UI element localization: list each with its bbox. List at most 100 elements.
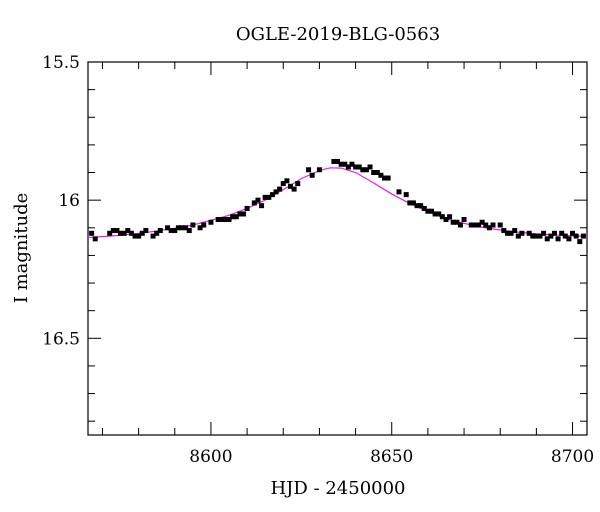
data-point [230,214,236,220]
x-tick-label: 8700 [551,447,594,467]
data-point [107,230,113,236]
data-point [277,186,283,192]
data-point [530,233,536,239]
data-point [501,228,507,234]
y-tick-label: 16 [58,191,80,211]
data-point [403,192,409,198]
data-point [125,228,131,234]
data-point [190,222,196,228]
data-point [570,230,576,236]
data-point [121,230,127,236]
data-point [143,228,149,234]
data-point [472,222,478,228]
data-point [410,200,416,206]
data-point [295,181,301,187]
data-point [175,225,181,231]
data-point [396,189,402,195]
data-point [360,167,366,173]
y-axis-label: I magnitude [11,193,32,304]
data-point [439,214,445,220]
data-point [385,175,391,181]
y-tick-label: 16.5 [42,329,80,349]
data-point [233,214,239,220]
data-point [306,167,312,173]
data-point [562,233,568,239]
data-point [367,164,373,170]
data-point [208,219,214,225]
data-point [168,228,174,234]
data-point [316,167,322,173]
data-point [429,208,435,214]
data-point [519,230,525,236]
data-point [425,208,431,214]
data-point [266,194,272,200]
data-point [335,158,340,164]
data-point [461,216,467,222]
data-point [533,233,539,239]
data-point [150,233,156,239]
data-point [244,205,250,211]
data-point [309,172,315,178]
chart-title: OGLE-2019-BLG-0563 [236,24,440,45]
data-point [114,228,120,234]
data-point [432,211,438,217]
data-point [132,233,138,239]
data-point [541,230,547,236]
data-point [454,219,460,225]
data-point [551,230,557,236]
data-point [436,211,442,217]
data-point [128,230,134,236]
data-point [378,172,384,178]
data-point [201,222,207,228]
data-point [262,194,268,200]
data-point [447,214,453,220]
data-point [457,222,463,228]
data-point [255,197,261,203]
data-point [197,225,203,231]
data-point [504,230,510,236]
x-tick-label: 8650 [370,447,413,467]
data-point [382,175,388,181]
data-point [89,230,95,236]
data-point [157,228,163,234]
data-point [342,161,348,167]
data-point [92,236,98,242]
data-point [497,222,503,228]
minor-ticks [88,62,587,435]
data-point [537,233,543,239]
data-point [154,230,160,236]
data-point [559,230,565,236]
data-point [479,219,485,225]
data-point [486,225,492,231]
data-point [226,216,232,222]
data-point [450,219,456,225]
data-point [490,222,496,228]
data-point [259,203,265,209]
data-point [468,222,474,228]
data-point [240,211,246,217]
data-point [338,161,344,167]
data-point [345,164,351,170]
plot-frame [87,61,588,436]
data-point [237,211,243,217]
data-point [548,233,554,239]
x-tick-label: 8600 [189,447,232,467]
data-point [219,216,225,222]
model-curve [87,167,588,239]
data-point [363,167,369,173]
data-point [371,170,377,176]
data-point [353,164,359,170]
data-point [407,200,413,206]
data-point [555,236,561,242]
data-point [414,203,420,209]
data-point [139,230,145,236]
data-point [331,158,337,164]
data-point [179,225,185,231]
data-point [215,216,221,222]
data-point [172,228,178,234]
data-points [89,158,586,245]
data-point [526,230,532,236]
data-point [374,170,380,176]
data-point [443,216,449,222]
